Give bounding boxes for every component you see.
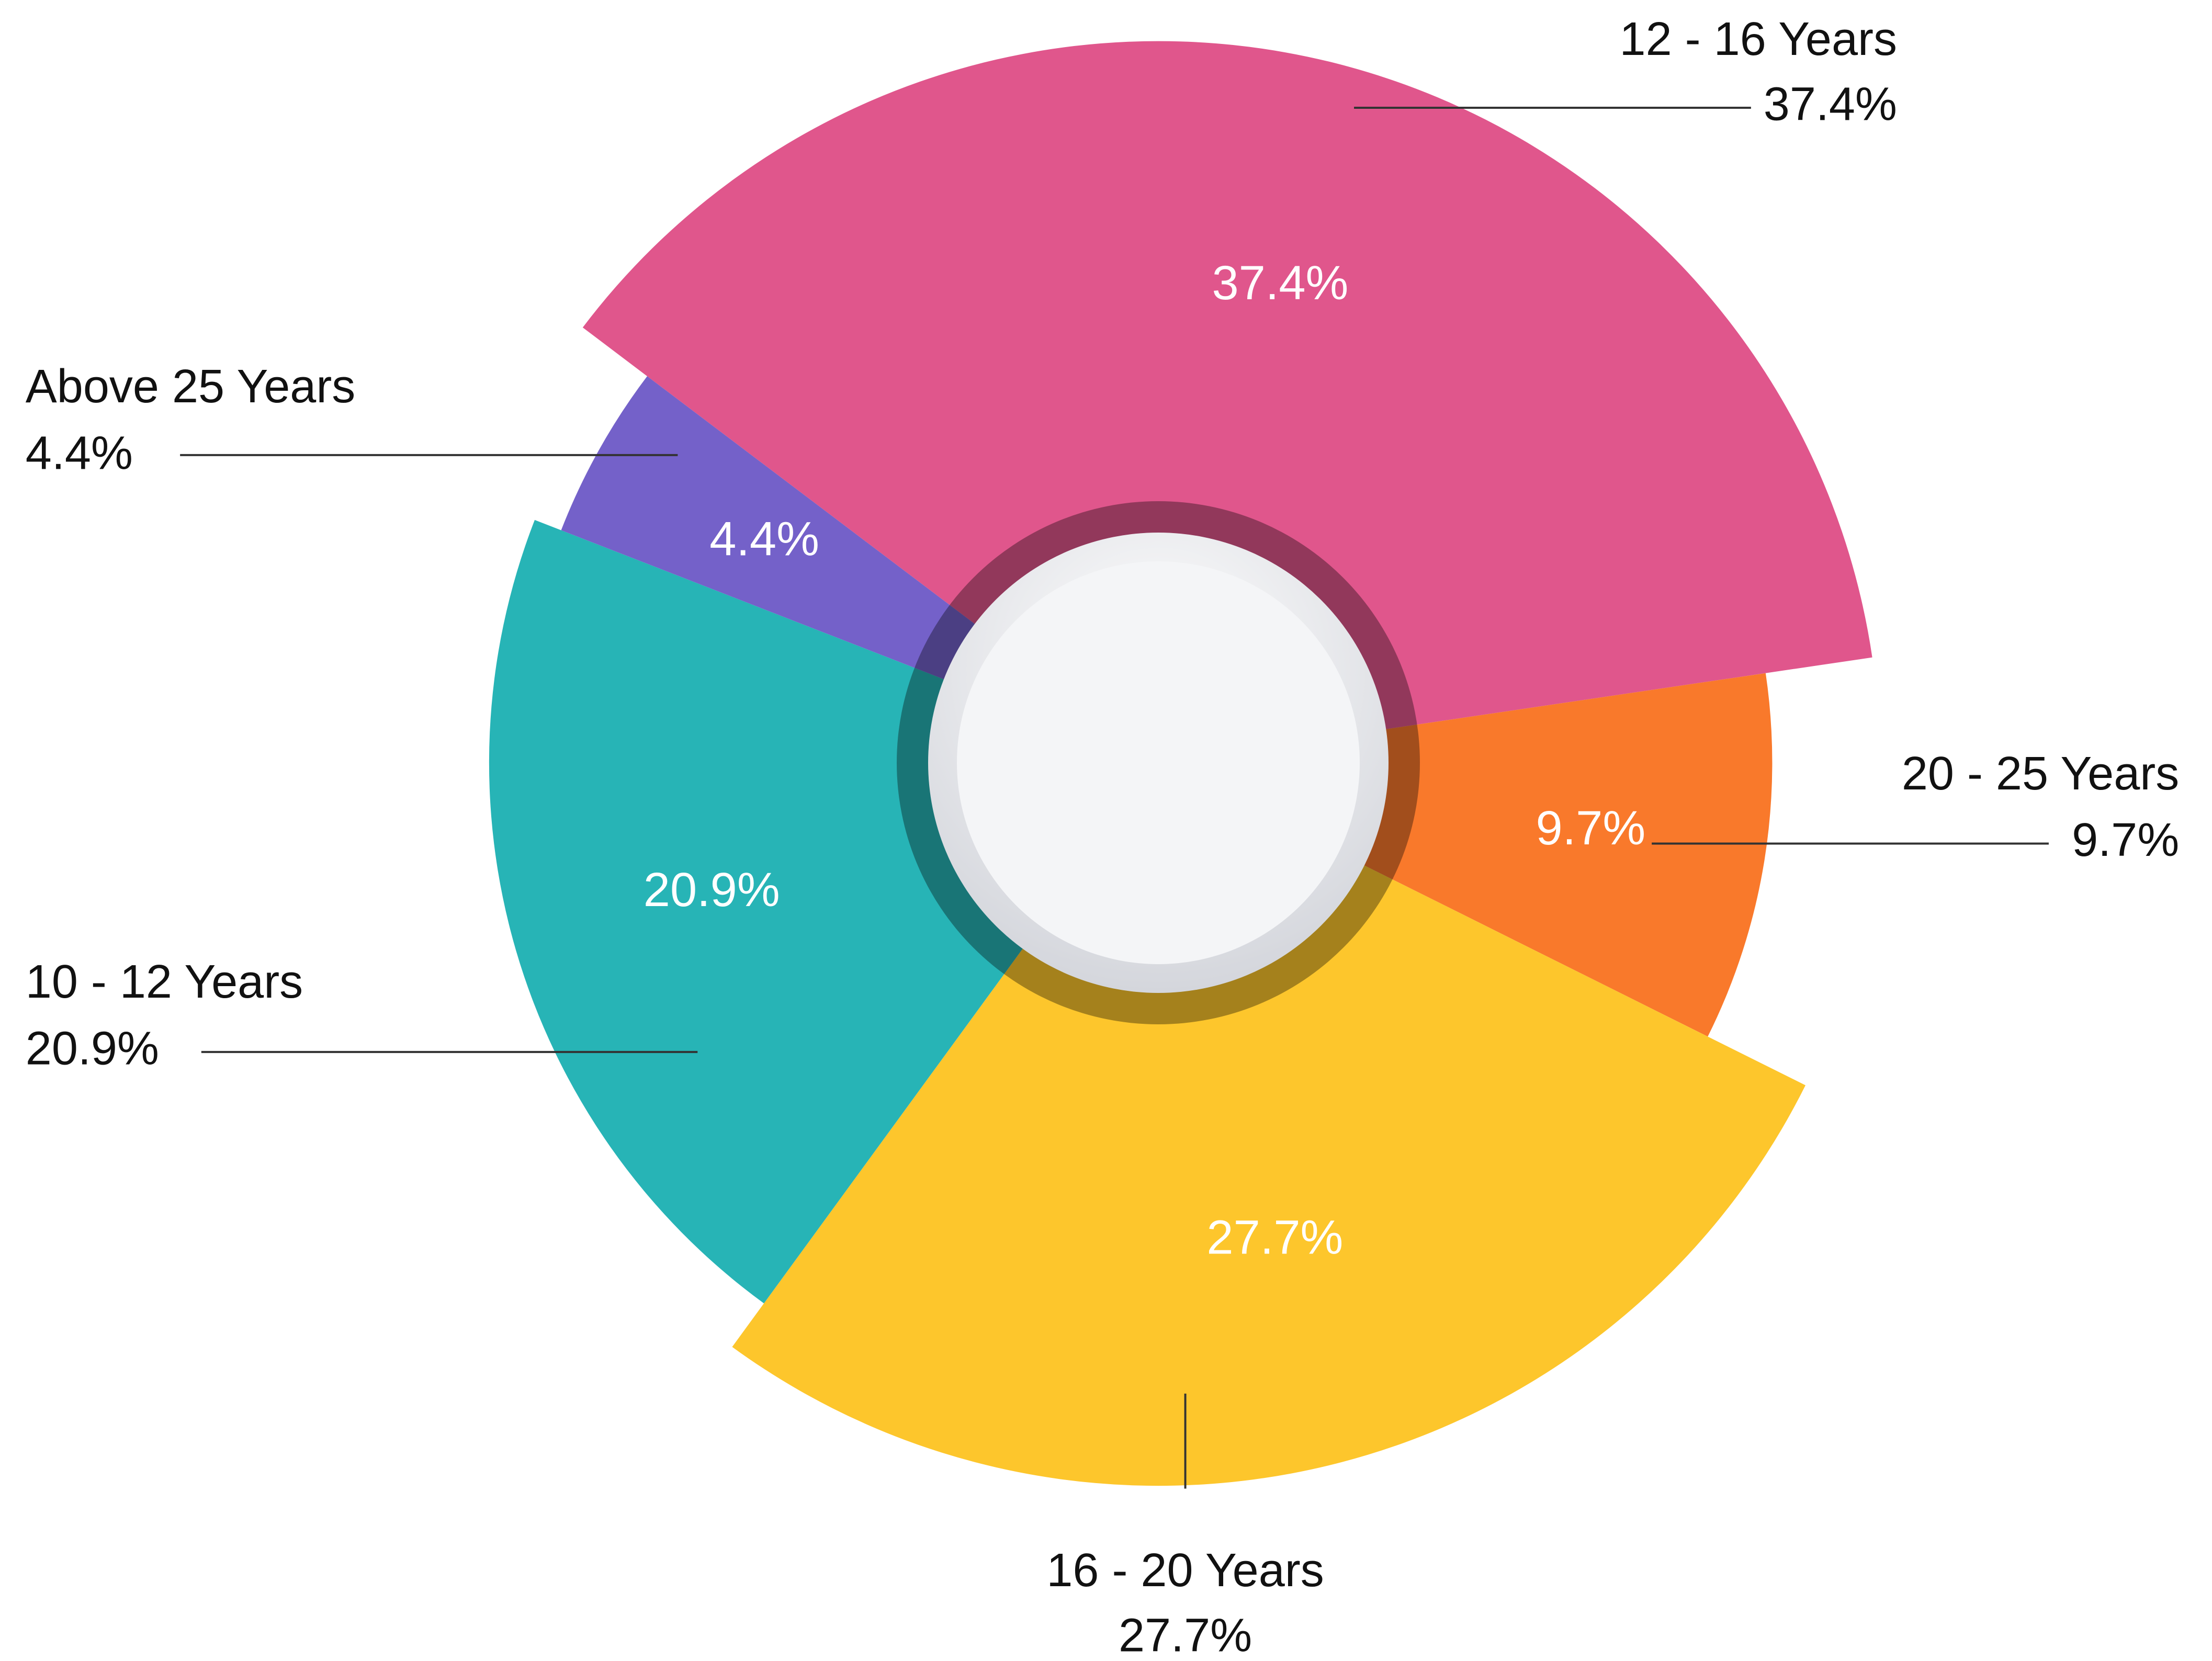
wedge: [732, 763, 1805, 1486]
category-label: 12 - 16 Years: [1620, 13, 1897, 65]
hub-inner: [957, 561, 1360, 964]
value-label: 9.7%: [2072, 814, 2179, 866]
value-label: 20.9%: [26, 1023, 159, 1075]
slice-label: 9.7%: [1536, 801, 1645, 855]
slice-label: 37.4%: [1212, 256, 1349, 310]
slice-label: 4.4%: [709, 513, 819, 566]
slice-label: 20.9%: [644, 863, 780, 917]
value-label: 27.7%: [1119, 1610, 1252, 1661]
wedge: [582, 41, 1872, 763]
category-label: 16 - 20 Years: [1046, 1544, 1324, 1597]
slice-label: 27.7%: [1206, 1211, 1343, 1264]
labels: 37.4% 12 - 16 Years 37.4% 9.7% 20 - 25 Years…: [26, 13, 2179, 1661]
category-label: 20 - 25 Years: [1902, 748, 2179, 800]
category-label: 10 - 12 Years: [26, 956, 303, 1008]
category-label: Above 25 Years: [26, 360, 356, 413]
value-label: 4.4%: [26, 427, 133, 479]
value-label: 37.4%: [1764, 78, 1897, 131]
